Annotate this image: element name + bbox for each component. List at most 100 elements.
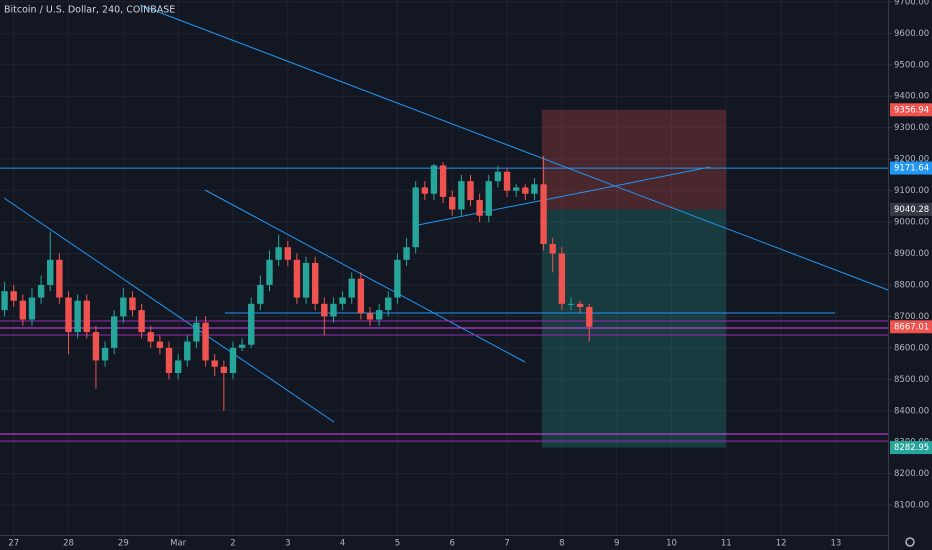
y-tick-label: 8200.00	[894, 469, 929, 479]
trend-line	[139, 4, 889, 291]
candle-body	[531, 184, 538, 194]
x-tick-label: 28	[63, 539, 74, 549]
candle-body	[284, 247, 291, 260]
candle-body	[293, 259, 301, 298]
candle-body	[321, 303, 328, 317]
time-axis	[0, 535, 932, 550]
price-axis	[888, 0, 932, 550]
price-label-bg	[890, 202, 932, 216]
candle-body	[503, 171, 511, 191]
x-tick-label: 6	[450, 539, 455, 549]
candle-body	[19, 300, 27, 320]
x-tick-label: 8	[559, 539, 564, 549]
candle-body	[330, 303, 337, 317]
candle-body	[366, 313, 374, 320]
x-tick-label: 27	[8, 539, 19, 549]
y-tick-label: 8100.00	[894, 501, 929, 511]
price-label: 9040.28	[894, 205, 929, 215]
candle-body	[47, 259, 54, 285]
price-label-bg	[890, 161, 932, 175]
candle-body	[385, 297, 392, 311]
candle-body	[65, 297, 72, 333]
x-tick-label: 3	[285, 539, 290, 549]
candle-body	[394, 259, 401, 298]
candle-body	[174, 360, 182, 374]
candle-body	[220, 366, 228, 374]
trend-line	[3, 197, 335, 423]
y-tick-label: 8900.00	[894, 249, 929, 259]
y-tick-label: 9000.00	[894, 218, 929, 228]
candle-body	[37, 284, 45, 298]
candle-body	[193, 322, 200, 342]
candle-body	[238, 344, 246, 348]
y-tick-label: 8800.00	[894, 280, 929, 290]
candle-body	[248, 303, 255, 345]
y-tick-label: 8500.00	[894, 375, 929, 385]
candle-body	[403, 247, 410, 260]
candle-body	[567, 303, 575, 305]
candle-body	[558, 253, 566, 304]
price-label: 8282.95	[894, 443, 929, 453]
candle-body	[458, 181, 465, 210]
candle-body	[275, 247, 282, 260]
candle-body	[439, 165, 447, 197]
price-label-bg	[890, 103, 932, 117]
candle-body	[421, 187, 429, 194]
candle-body	[74, 300, 81, 333]
candle-body	[449, 196, 456, 210]
candle-body	[348, 278, 355, 298]
trend-line	[204, 189, 526, 363]
x-tick-label: 10	[666, 539, 677, 549]
chart-title: Bitcoin / U.S. Dollar, 240, COINBASE	[4, 5, 175, 16]
candle-body	[28, 297, 36, 320]
candle-body	[540, 184, 547, 245]
candle-body	[549, 244, 556, 254]
candle-body	[111, 316, 118, 348]
y-tick-label: 8700.00	[894, 312, 929, 322]
x-tick-label: 5	[395, 539, 400, 549]
y-tick-label: 9100.00	[894, 186, 929, 196]
drawings	[0, 4, 889, 442]
candle-body	[1, 291, 8, 311]
candle-body	[229, 347, 237, 374]
y-tick-label: 9200.00	[894, 155, 929, 165]
candle-body	[101, 347, 109, 361]
x-tick-label: 12	[776, 539, 787, 549]
candle-body	[339, 297, 346, 304]
candle-body	[476, 200, 483, 216]
x-tick-label: 4	[340, 539, 345, 549]
price-label: 9356.94	[894, 105, 929, 115]
y-tick-label: 9700.00	[894, 0, 929, 7]
price-label: 8667.01	[894, 322, 929, 332]
x-tick-label: 7	[504, 539, 509, 549]
candle-body	[10, 291, 17, 301]
x-tick-label: 2	[230, 539, 235, 549]
price-label-bg	[890, 320, 932, 334]
candle-body	[485, 181, 492, 216]
candle-body	[412, 187, 419, 248]
y-tick-label: 8400.00	[894, 406, 929, 416]
candle-body	[302, 262, 310, 298]
candle-body	[357, 278, 365, 314]
candle-body	[512, 187, 520, 191]
x-tick-label: Mar	[170, 539, 187, 549]
candle-body	[467, 181, 474, 201]
y-tick-label: 9500.00	[894, 60, 929, 70]
candle-body	[156, 341, 164, 348]
price-label-bg	[890, 441, 932, 455]
y-tick-label: 8600.00	[894, 343, 929, 353]
x-tick-label: 9	[614, 539, 619, 549]
y-tick-label: 9400.00	[894, 92, 929, 102]
candle-body	[120, 297, 127, 317]
settings-icon[interactable]	[905, 537, 915, 547]
trend-line	[417, 166, 711, 226]
candle-body	[430, 165, 438, 194]
candle-body	[83, 300, 90, 333]
x-tick-label: 11	[721, 539, 732, 549]
candle-body	[211, 360, 218, 367]
candle-body	[257, 284, 264, 304]
price-label: 9171.64	[894, 164, 929, 174]
